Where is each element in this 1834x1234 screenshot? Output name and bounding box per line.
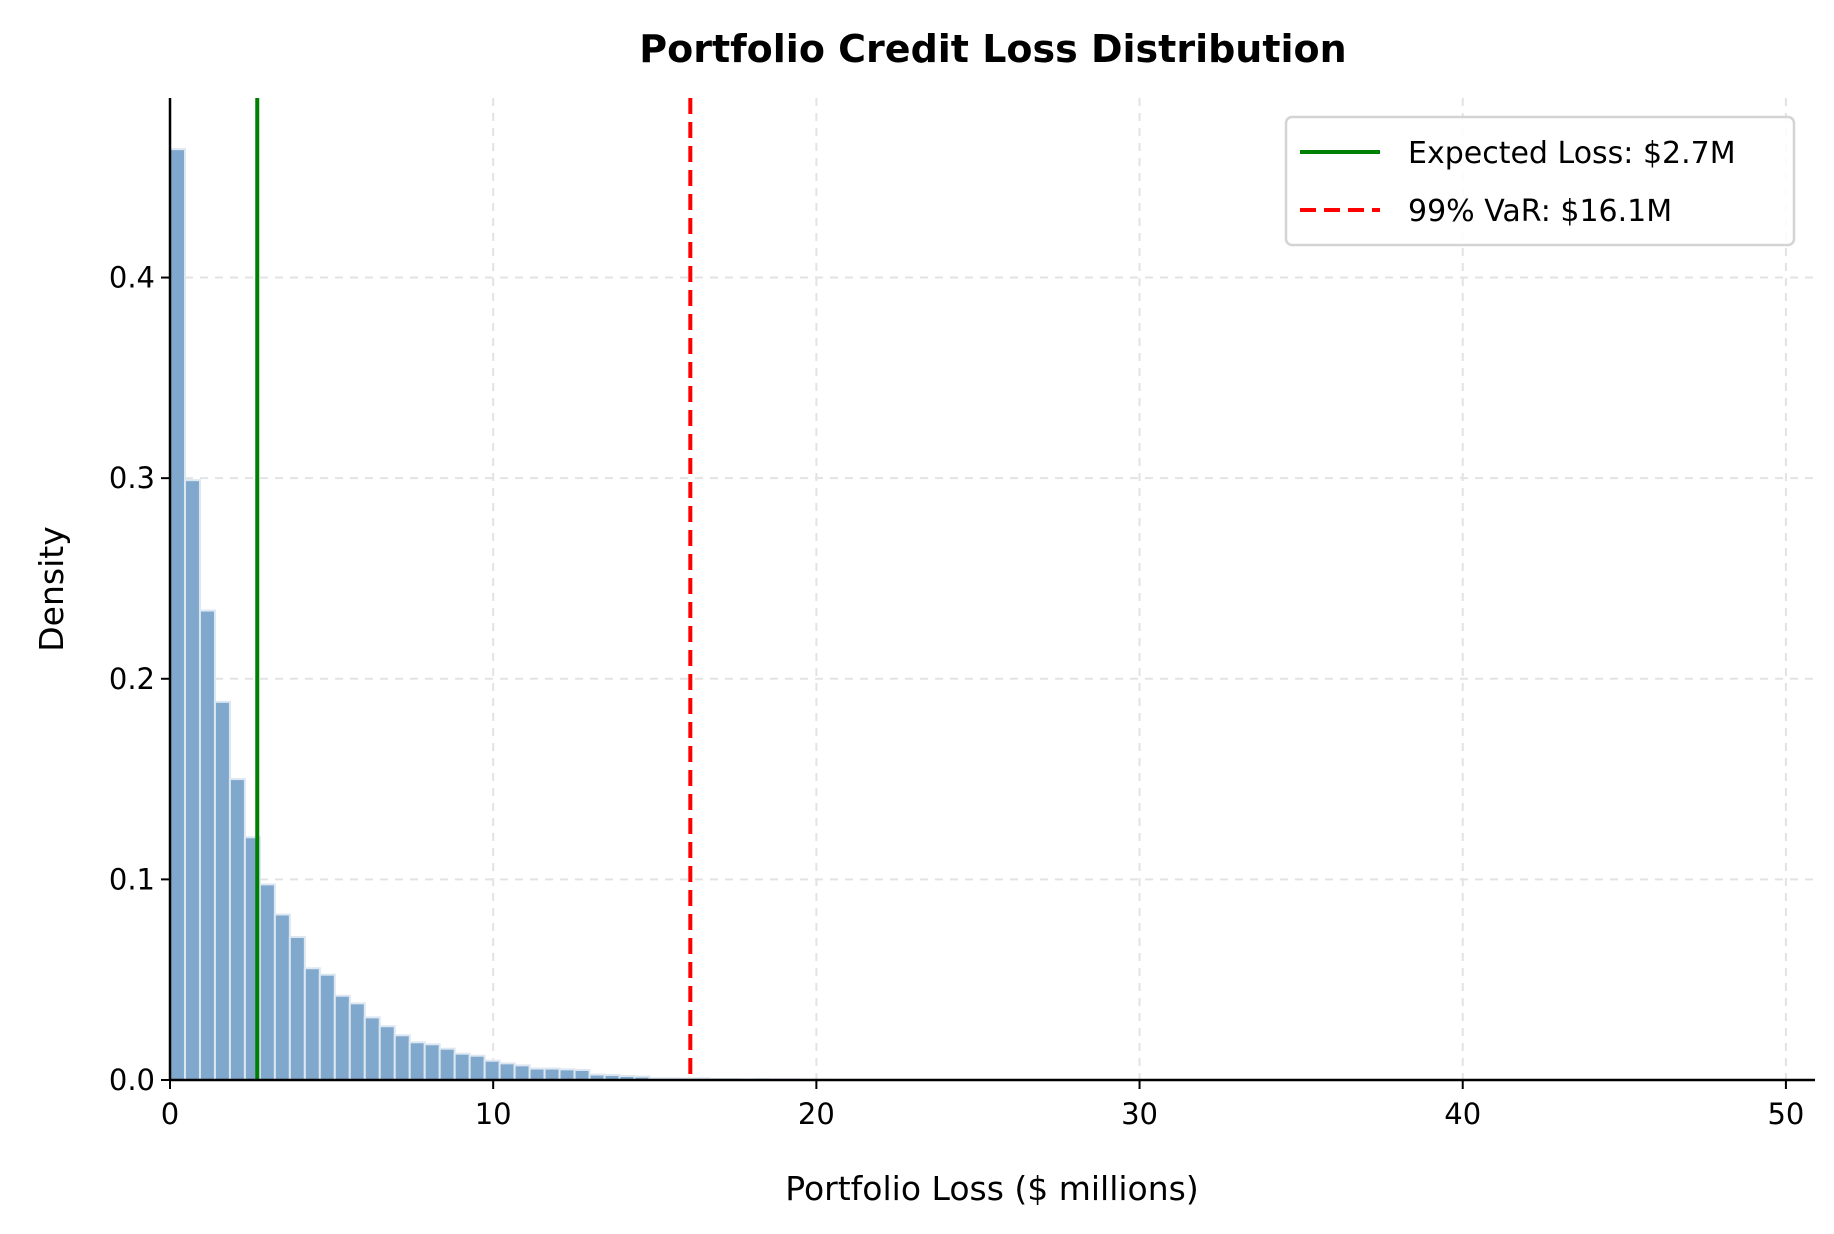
x-axis-label: Portfolio Loss ($ millions) bbox=[785, 1169, 1198, 1208]
y-tick-label: 0.3 bbox=[109, 461, 155, 495]
legend-label: 99% VaR: $16.1M bbox=[1408, 194, 1672, 229]
histogram-bar bbox=[198, 609, 216, 1081]
reference-lines bbox=[255, 98, 693, 1080]
x-tick-label: 0 bbox=[161, 1097, 179, 1131]
y-tick-label: 0.0 bbox=[109, 1063, 155, 1097]
histogram-bar bbox=[363, 1016, 381, 1082]
histogram-bar bbox=[543, 1067, 561, 1081]
histogram-bar bbox=[468, 1054, 486, 1081]
histogram-bar bbox=[513, 1064, 531, 1081]
histogram-bar bbox=[528, 1067, 546, 1081]
histogram-bar bbox=[558, 1068, 576, 1082]
legend-box bbox=[1284, 115, 1796, 247]
y-tick-label: 0.2 bbox=[109, 662, 155, 696]
histogram-bar bbox=[483, 1059, 501, 1082]
histogram-bar bbox=[393, 1034, 411, 1081]
x-tick-label: 40 bbox=[1444, 1097, 1481, 1131]
histogram-bar bbox=[438, 1047, 456, 1081]
y-tick-label: 0.4 bbox=[109, 261, 155, 295]
histogram-bar bbox=[228, 778, 246, 1081]
histogram-bar bbox=[333, 994, 351, 1082]
legend: Expected Loss: $2.7M 99% VaR: $16.1M bbox=[1284, 115, 1796, 247]
y-tick-label: 0.1 bbox=[109, 862, 155, 896]
legend-label: Expected Loss: $2.7M bbox=[1408, 136, 1736, 171]
x-tick-label: 30 bbox=[1121, 1097, 1158, 1131]
chart-title: Portfolio Credit Loss Distribution bbox=[639, 27, 1346, 71]
y-axis-label: Density bbox=[32, 526, 71, 651]
axes: 0 10 20 30 40 50 0.0 0.1 0.2 0.3 0.4 bbox=[109, 98, 1815, 1131]
histogram-bar bbox=[408, 1041, 426, 1082]
histogram-bar bbox=[378, 1025, 396, 1081]
histogram-bar bbox=[348, 1002, 366, 1082]
x-tick-label: 20 bbox=[798, 1097, 835, 1131]
histogram-bar bbox=[183, 479, 201, 1081]
histogram-bar bbox=[573, 1068, 591, 1082]
histogram-bar bbox=[423, 1043, 441, 1081]
x-tick-label: 10 bbox=[475, 1097, 512, 1131]
histogram-bar bbox=[498, 1062, 516, 1081]
histogram-bar bbox=[288, 935, 306, 1081]
histogram-bar bbox=[303, 967, 321, 1081]
histogram-bar bbox=[453, 1052, 471, 1082]
histogram-bar bbox=[213, 700, 231, 1081]
x-tick-label: 50 bbox=[1767, 1097, 1804, 1131]
histogram-bar bbox=[273, 913, 291, 1081]
histogram-bar bbox=[318, 973, 336, 1081]
histogram-bar bbox=[169, 148, 186, 1081]
bars bbox=[169, 148, 831, 1082]
histogram-bar bbox=[258, 883, 276, 1082]
